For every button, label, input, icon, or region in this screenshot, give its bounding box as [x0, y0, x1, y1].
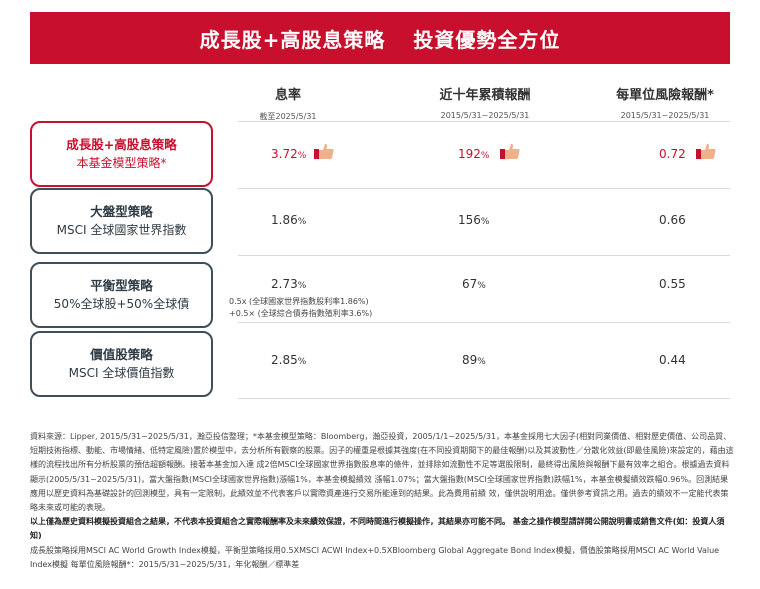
yield-number: 3.72 — [271, 147, 298, 161]
col-subtitle: 截至2025/5/31 — [259, 112, 317, 121]
yield-formula-note: 0.5x (全球國家世界指數股利率1.86%) +0.5× (全球綜合債券指數殖… — [229, 296, 372, 319]
risk-return-number: 0.44 — [659, 353, 686, 367]
yield-number: 2.73 — [271, 277, 298, 291]
return-number: 67 — [462, 277, 478, 291]
col-header-risk-return: 每單位風險報酬* 2015/5/31~2025/5/31 — [590, 84, 740, 120]
strategy-desc: MSCI 全球價值指數 — [68, 366, 175, 381]
strategy-desc: MSCI 全球國家世界指數 — [56, 223, 187, 238]
risk-return-value: 0.72 — [659, 147, 686, 161]
yield-value: 2.85% — [271, 353, 306, 367]
col-title: 每單位風險報酬* — [616, 88, 714, 103]
risk-return-number: 0.55 — [659, 277, 686, 291]
return-number: 156 — [458, 213, 481, 227]
return-unit: % — [477, 281, 486, 291]
col-header-return: 近十年累積報酬 2015/5/31~2025/5/31 — [410, 84, 560, 120]
strategy-name: 平衡型策略 — [90, 278, 153, 294]
thumbs-up-icon — [314, 143, 334, 159]
row-divider — [238, 255, 730, 256]
banner-right-title: 投資優勢全方位 — [413, 27, 561, 52]
yield-unit: % — [297, 357, 307, 367]
strategy-name: 大盤型策略 — [90, 204, 153, 220]
yield-unit: % — [297, 281, 307, 291]
yield-unit: % — [297, 151, 307, 161]
row-divider — [238, 322, 730, 323]
risk-return-value: 0.55 — [659, 277, 686, 291]
banner-left-title: 成長股+高股息策略 — [199, 27, 386, 52]
yield-value: 2.73% — [271, 277, 306, 291]
row-divider — [238, 188, 730, 189]
yield-value: 3.72% — [271, 147, 306, 161]
yield-unit: % — [297, 217, 307, 227]
strategy-name: 價值股策略 — [90, 347, 153, 363]
return-unit: % — [480, 217, 490, 227]
risk-return-value: 0.44 — [659, 353, 686, 367]
return-unit: % — [477, 357, 486, 367]
return-value: 156% — [458, 213, 489, 227]
col-title: 息率 — [274, 88, 301, 103]
strategy-name: 成長股+高股息策略 — [66, 137, 177, 153]
return-number: 192 — [458, 147, 481, 161]
risk-return-number: 0.72 — [659, 147, 686, 161]
return-value: 192% — [458, 147, 489, 161]
return-unit: % — [480, 151, 490, 161]
footnote-disclaimer: 以上僅為歷史資料模擬投資組合之結果，不代表本投資組合之實際報酬率及未來績效保證，… — [30, 517, 725, 541]
yield-value: 1.86% — [271, 213, 306, 227]
thumbs-up-icon — [500, 143, 520, 159]
thumbs-up-icon — [696, 143, 716, 159]
yield-number: 1.86 — [271, 213, 298, 227]
row-divider — [238, 121, 730, 122]
risk-return-number: 0.66 — [659, 213, 686, 227]
return-value: 89% — [462, 353, 486, 367]
return-value: 67% — [462, 277, 486, 291]
yield-formula-line1: 0.5x (全球國家世界指數股利率1.86%) — [229, 297, 369, 306]
yield-formula-line2: +0.5× (全球綜合債券指數殖利率3.6%) — [229, 308, 373, 318]
strategy-label-value: 價值股策略 MSCI 全球價值指數 — [30, 331, 213, 397]
strategy-desc: 50%全球股+50%全球債 — [53, 297, 190, 312]
strategy-label-growth-dividend: 成長股+高股息策略 本基金模型策略* — [30, 121, 213, 187]
yield-number: 2.85 — [271, 353, 298, 367]
strategy-desc: 本基金模型策略* — [76, 156, 167, 171]
strategy-label-large-cap: 大盤型策略 MSCI 全球國家世界指數 — [30, 188, 213, 254]
footnote: 資料來源：Lipper, 2015/5/31~2025/5/31，瀚亞投信整理；… — [30, 430, 736, 572]
strategy-label-balanced: 平衡型策略 50%全球股+50%全球債 — [30, 262, 213, 328]
footnote-methodology: 成長股策略採用MSCI AC World Growth Index模擬，平衡型策… — [30, 545, 720, 569]
col-subtitle: 2015/5/31~2025/5/31 — [620, 111, 710, 120]
col-header-yield: 息率 截至2025/5/31 — [243, 84, 333, 122]
col-title: 近十年累積報酬 — [439, 88, 531, 103]
title-banner: 成長股+高股息策略 投資優勢全方位 — [30, 12, 730, 64]
col-subtitle: 2015/5/31~2025/5/31 — [440, 111, 530, 120]
risk-return-value: 0.66 — [659, 213, 686, 227]
row-divider — [238, 398, 730, 399]
footnote-source: 資料來源：Lipper, 2015/5/31~2025/5/31，瀚亞投信整理；… — [30, 432, 734, 513]
return-number: 89 — [462, 353, 478, 367]
